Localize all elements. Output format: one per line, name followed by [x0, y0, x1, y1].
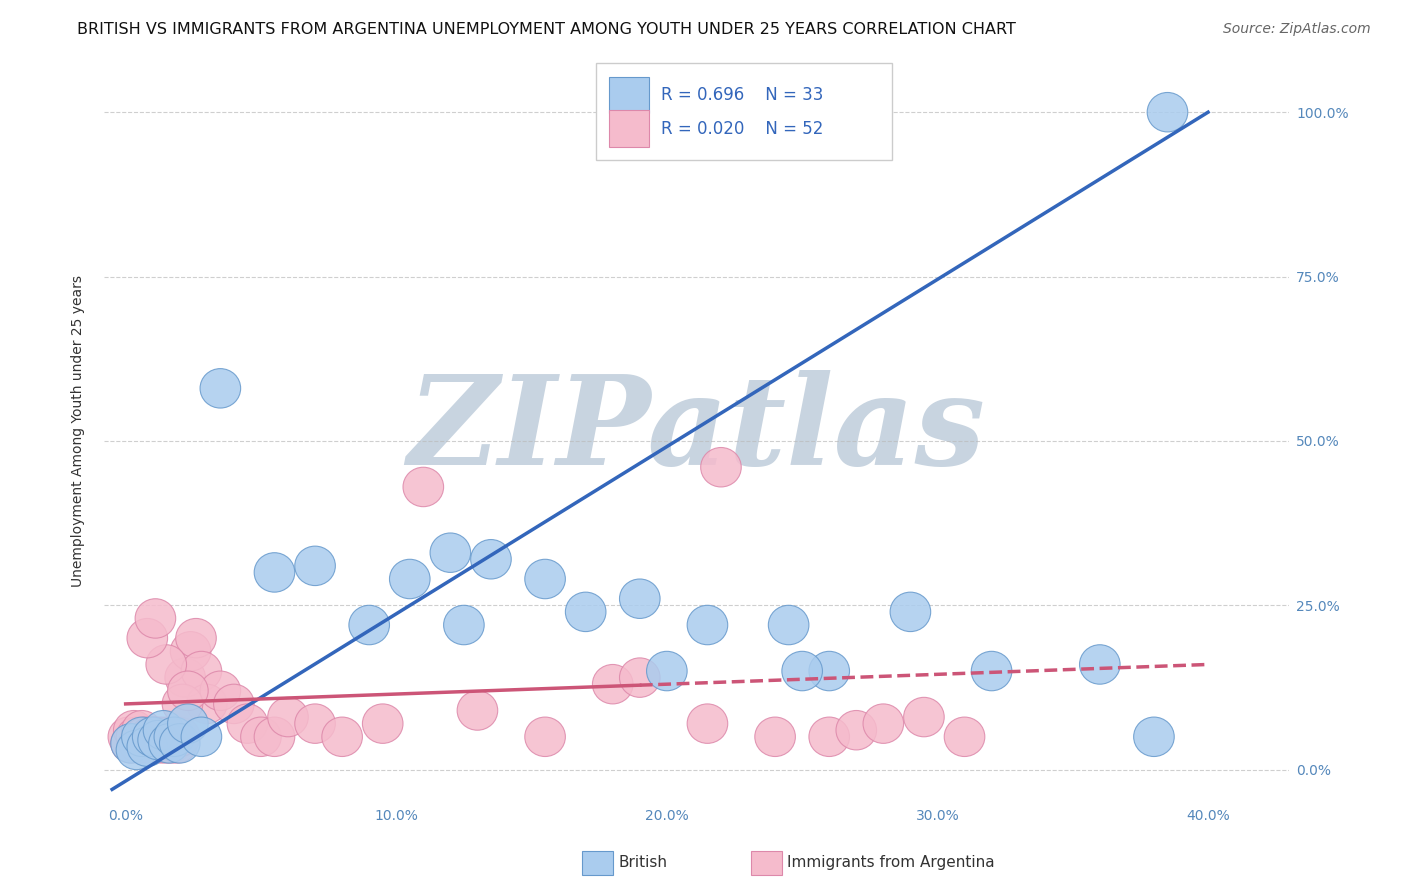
Ellipse shape: [620, 658, 659, 698]
Ellipse shape: [430, 533, 471, 573]
Ellipse shape: [117, 731, 156, 770]
Ellipse shape: [108, 717, 149, 756]
Ellipse shape: [176, 618, 217, 658]
Ellipse shape: [129, 717, 170, 756]
FancyBboxPatch shape: [596, 63, 893, 160]
Ellipse shape: [181, 717, 222, 756]
Ellipse shape: [124, 717, 165, 756]
Text: Source: ZipAtlas.com: Source: ZipAtlas.com: [1223, 22, 1371, 37]
Ellipse shape: [187, 684, 228, 723]
Ellipse shape: [240, 717, 281, 756]
Ellipse shape: [121, 717, 162, 756]
Ellipse shape: [808, 651, 849, 690]
Ellipse shape: [121, 711, 162, 750]
Ellipse shape: [146, 645, 187, 684]
Ellipse shape: [322, 717, 363, 756]
Ellipse shape: [152, 723, 193, 763]
Ellipse shape: [890, 592, 931, 632]
Ellipse shape: [1133, 717, 1174, 756]
Ellipse shape: [138, 721, 179, 760]
Ellipse shape: [295, 704, 336, 743]
Ellipse shape: [155, 717, 194, 756]
Ellipse shape: [471, 540, 512, 579]
Ellipse shape: [162, 684, 202, 723]
Ellipse shape: [565, 592, 606, 632]
Ellipse shape: [111, 723, 152, 763]
Ellipse shape: [111, 723, 152, 763]
Ellipse shape: [143, 711, 184, 750]
FancyBboxPatch shape: [609, 110, 650, 146]
Text: R = 0.020    N = 52: R = 0.020 N = 52: [661, 120, 824, 137]
Text: Immigrants from Argentina: Immigrants from Argentina: [787, 855, 995, 870]
Ellipse shape: [349, 606, 389, 645]
Ellipse shape: [457, 690, 498, 731]
Ellipse shape: [135, 717, 176, 756]
Ellipse shape: [143, 717, 184, 756]
Ellipse shape: [524, 559, 565, 599]
Ellipse shape: [863, 704, 904, 743]
Ellipse shape: [132, 717, 173, 756]
Ellipse shape: [295, 546, 336, 585]
Ellipse shape: [945, 717, 984, 756]
Ellipse shape: [132, 717, 173, 756]
Ellipse shape: [146, 723, 187, 763]
Ellipse shape: [688, 606, 728, 645]
Ellipse shape: [768, 606, 808, 645]
Ellipse shape: [972, 651, 1012, 690]
Ellipse shape: [159, 717, 200, 756]
Ellipse shape: [404, 467, 444, 507]
Y-axis label: Unemployment Among Youth under 25 years: Unemployment Among Youth under 25 years: [72, 275, 86, 587]
Ellipse shape: [141, 723, 181, 763]
Ellipse shape: [159, 723, 200, 763]
Ellipse shape: [1147, 93, 1188, 132]
Ellipse shape: [1080, 645, 1121, 684]
Text: R = 0.696    N = 33: R = 0.696 N = 33: [661, 87, 824, 104]
Ellipse shape: [117, 717, 156, 756]
Ellipse shape: [389, 559, 430, 599]
Ellipse shape: [647, 651, 688, 690]
Ellipse shape: [254, 717, 295, 756]
Ellipse shape: [808, 717, 849, 756]
Ellipse shape: [688, 704, 728, 743]
Ellipse shape: [127, 618, 167, 658]
Ellipse shape: [127, 727, 167, 766]
Ellipse shape: [444, 606, 484, 645]
Ellipse shape: [200, 671, 240, 711]
FancyBboxPatch shape: [609, 77, 650, 113]
Ellipse shape: [138, 717, 179, 756]
Ellipse shape: [200, 368, 240, 408]
Ellipse shape: [592, 665, 633, 704]
Ellipse shape: [165, 658, 205, 698]
Ellipse shape: [120, 723, 159, 763]
Ellipse shape: [149, 717, 190, 756]
Text: British: British: [619, 855, 668, 870]
Ellipse shape: [181, 651, 222, 690]
Ellipse shape: [524, 717, 565, 756]
Ellipse shape: [167, 671, 208, 711]
Ellipse shape: [267, 698, 308, 737]
Ellipse shape: [114, 711, 155, 750]
Ellipse shape: [620, 579, 659, 618]
Text: BRITISH VS IMMIGRANTS FROM ARGENTINA UNEMPLOYMENT AMONG YOUTH UNDER 25 YEARS COR: BRITISH VS IMMIGRANTS FROM ARGENTINA UNE…: [77, 22, 1017, 37]
Ellipse shape: [254, 553, 295, 592]
Ellipse shape: [700, 448, 741, 487]
Ellipse shape: [135, 599, 176, 638]
Ellipse shape: [837, 711, 876, 750]
Ellipse shape: [167, 704, 208, 743]
Ellipse shape: [228, 704, 267, 743]
Ellipse shape: [214, 684, 254, 723]
Text: ZIPatlas: ZIPatlas: [408, 370, 986, 491]
Ellipse shape: [156, 723, 197, 763]
Ellipse shape: [782, 651, 823, 690]
Ellipse shape: [363, 704, 404, 743]
Ellipse shape: [904, 698, 945, 737]
Ellipse shape: [127, 723, 167, 763]
Ellipse shape: [149, 723, 190, 763]
Ellipse shape: [755, 717, 796, 756]
Ellipse shape: [155, 717, 194, 756]
Ellipse shape: [170, 632, 211, 671]
